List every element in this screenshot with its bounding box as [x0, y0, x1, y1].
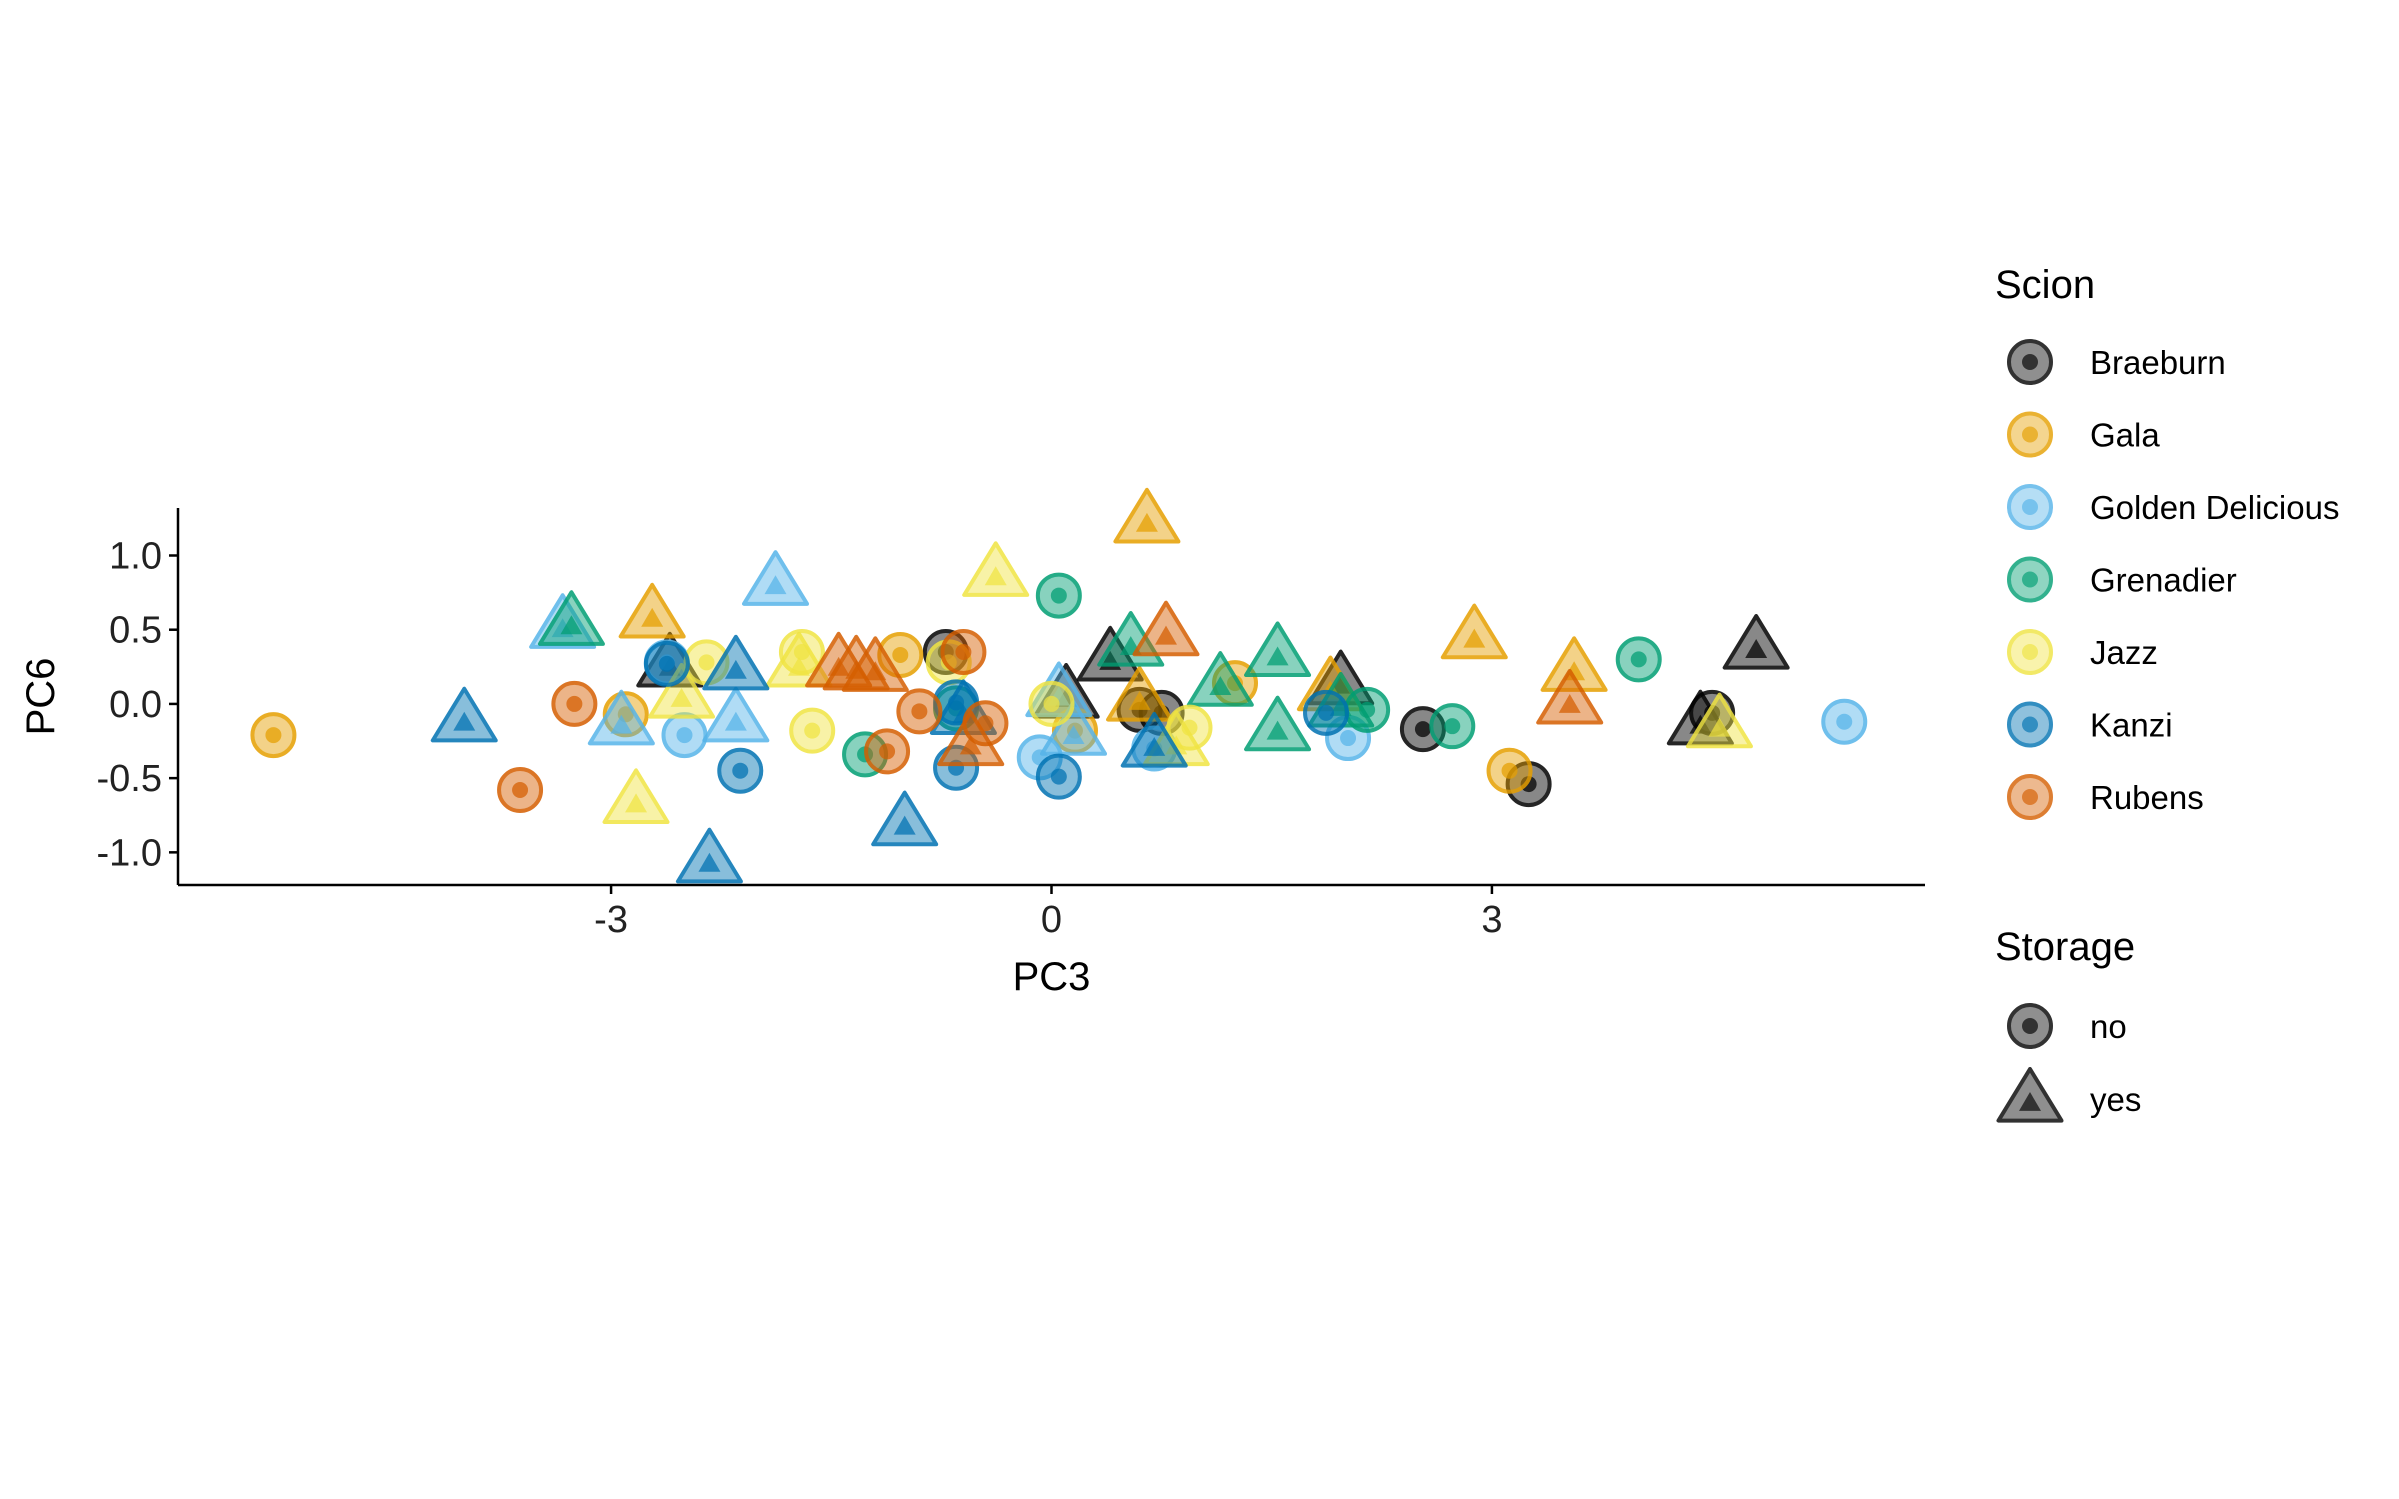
- x-tick-label: 0: [1041, 899, 1062, 941]
- legend-key-jazz: [2007, 629, 2053, 675]
- data-point-rubens-circle: [551, 680, 598, 727]
- data-point-gala-triangle: [1113, 487, 1181, 544]
- data-point-jazz-triangle: [602, 768, 670, 824]
- data-point-rubens-circle: [940, 628, 987, 675]
- legend-key-gala: [2007, 411, 2053, 458]
- data-point-grenadier-circle: [1429, 703, 1476, 750]
- data-point-rubens-triangle: [841, 636, 909, 692]
- data-point-grenadier-circle: [1615, 636, 1662, 683]
- data-point-kanzi-triangle: [871, 790, 939, 847]
- legend-key-no: [2007, 1003, 2053, 1049]
- legend-label: Gala: [2090, 417, 2160, 454]
- points-layer: [250, 487, 1868, 884]
- data-point-grenadier-triangle: [537, 590, 605, 646]
- legend-key-golden-delicious: [2007, 484, 2053, 530]
- data-point-braeburn-triangle: [1722, 614, 1790, 670]
- y-tick-label: 0.0: [109, 684, 162, 726]
- data-point-grenadier-triangle: [1244, 695, 1312, 752]
- data-point-golden-delicious-triangle: [1040, 700, 1108, 756]
- legend-label: Braeburn: [2090, 344, 2226, 381]
- data-point-gala-triangle: [1440, 603, 1508, 660]
- x-axis-title: PC3: [1013, 955, 1091, 999]
- data-point-gala-triangle: [618, 582, 686, 639]
- legend-title-storage: Storage: [1995, 925, 2135, 969]
- data-point-gala-triangle: [1106, 665, 1174, 722]
- legend-label: Rubens: [2090, 779, 2204, 816]
- data-point-jazz-triangle: [962, 541, 1030, 597]
- data-point-kanzi-triangle: [430, 686, 498, 743]
- data-point-kanzi-circle: [1035, 753, 1082, 800]
- data-point-rubens-circle: [896, 688, 943, 735]
- data-point-golden-delicious-circle: [661, 712, 708, 759]
- data-point-kanzi-triangle: [702, 634, 770, 691]
- legend-title-scion: Scion: [1995, 263, 2095, 307]
- axes: -3 0 3 -1.0 -0.5 0.0 0.5 1.0 PC3 PC6: [19, 508, 1925, 999]
- data-point-kanzi-circle: [717, 747, 764, 794]
- legend-key-yes: [1996, 1067, 2064, 1123]
- data-point-kanzi-circle: [643, 640, 690, 687]
- y-tick-label: 0.5: [109, 610, 162, 652]
- legend-key-braeburn: [2007, 339, 2053, 385]
- data-point-jazz-triangle: [1685, 692, 1753, 749]
- data-point-kanzi-triangle: [675, 827, 743, 884]
- x-tick-label: -3: [594, 899, 628, 941]
- data-point-rubens-triangle: [937, 710, 1005, 767]
- data-point-jazz-triangle: [648, 663, 716, 719]
- legend-label: no: [2090, 1008, 2127, 1045]
- data-point-gala-circle: [250, 712, 297, 759]
- data-point-jazz-circle: [1028, 680, 1075, 727]
- legend-key-kanzi: [2007, 701, 2053, 748]
- data-point-gala-circle: [1486, 747, 1533, 794]
- y-tick-label: -1.0: [97, 832, 162, 874]
- data-point-golden-delicious-circle: [1821, 698, 1868, 745]
- legend-label: Grenadier: [2090, 562, 2237, 599]
- data-point-grenadier-circle: [1035, 572, 1082, 619]
- legend-label: yes: [2090, 1081, 2141, 1118]
- data-point-golden-delicious-triangle: [702, 686, 770, 743]
- y-tick-label: 1.0: [109, 535, 162, 577]
- data-point-rubens-triangle: [805, 631, 873, 688]
- data-point-kanzi-circle: [1303, 689, 1350, 736]
- legend-label: Golden Delicious: [2090, 489, 2339, 526]
- legend-key-grenadier: [2007, 556, 2053, 603]
- data-point-golden-delicious-triangle: [742, 550, 810, 606]
- legend-label: Kanzi: [2090, 707, 2173, 744]
- data-point-rubens-triangle: [1536, 668, 1604, 725]
- data-point-kanzi-triangle: [1120, 711, 1188, 768]
- y-axis-title: PC6: [19, 658, 63, 736]
- legend-label: Jazz: [2090, 634, 2158, 671]
- data-point-rubens-triangle: [1132, 600, 1200, 657]
- data-point-grenadier-triangle: [1186, 651, 1254, 707]
- legend-key-rubens: [2007, 774, 2053, 820]
- data-point-rubens-circle: [497, 767, 544, 814]
- data-point-golden-delicious-triangle: [587, 689, 655, 746]
- x-tick-label: 3: [1481, 899, 1502, 941]
- data-point-grenadier-triangle: [1244, 621, 1312, 678]
- data-point-jazz-circle: [789, 707, 836, 754]
- legend: Scion Braeburn Gala Golden Delicious Grenadi…: [1995, 263, 2339, 1123]
- y-tick-label: -0.5: [97, 758, 162, 800]
- data-point-rubens-circle: [864, 728, 911, 775]
